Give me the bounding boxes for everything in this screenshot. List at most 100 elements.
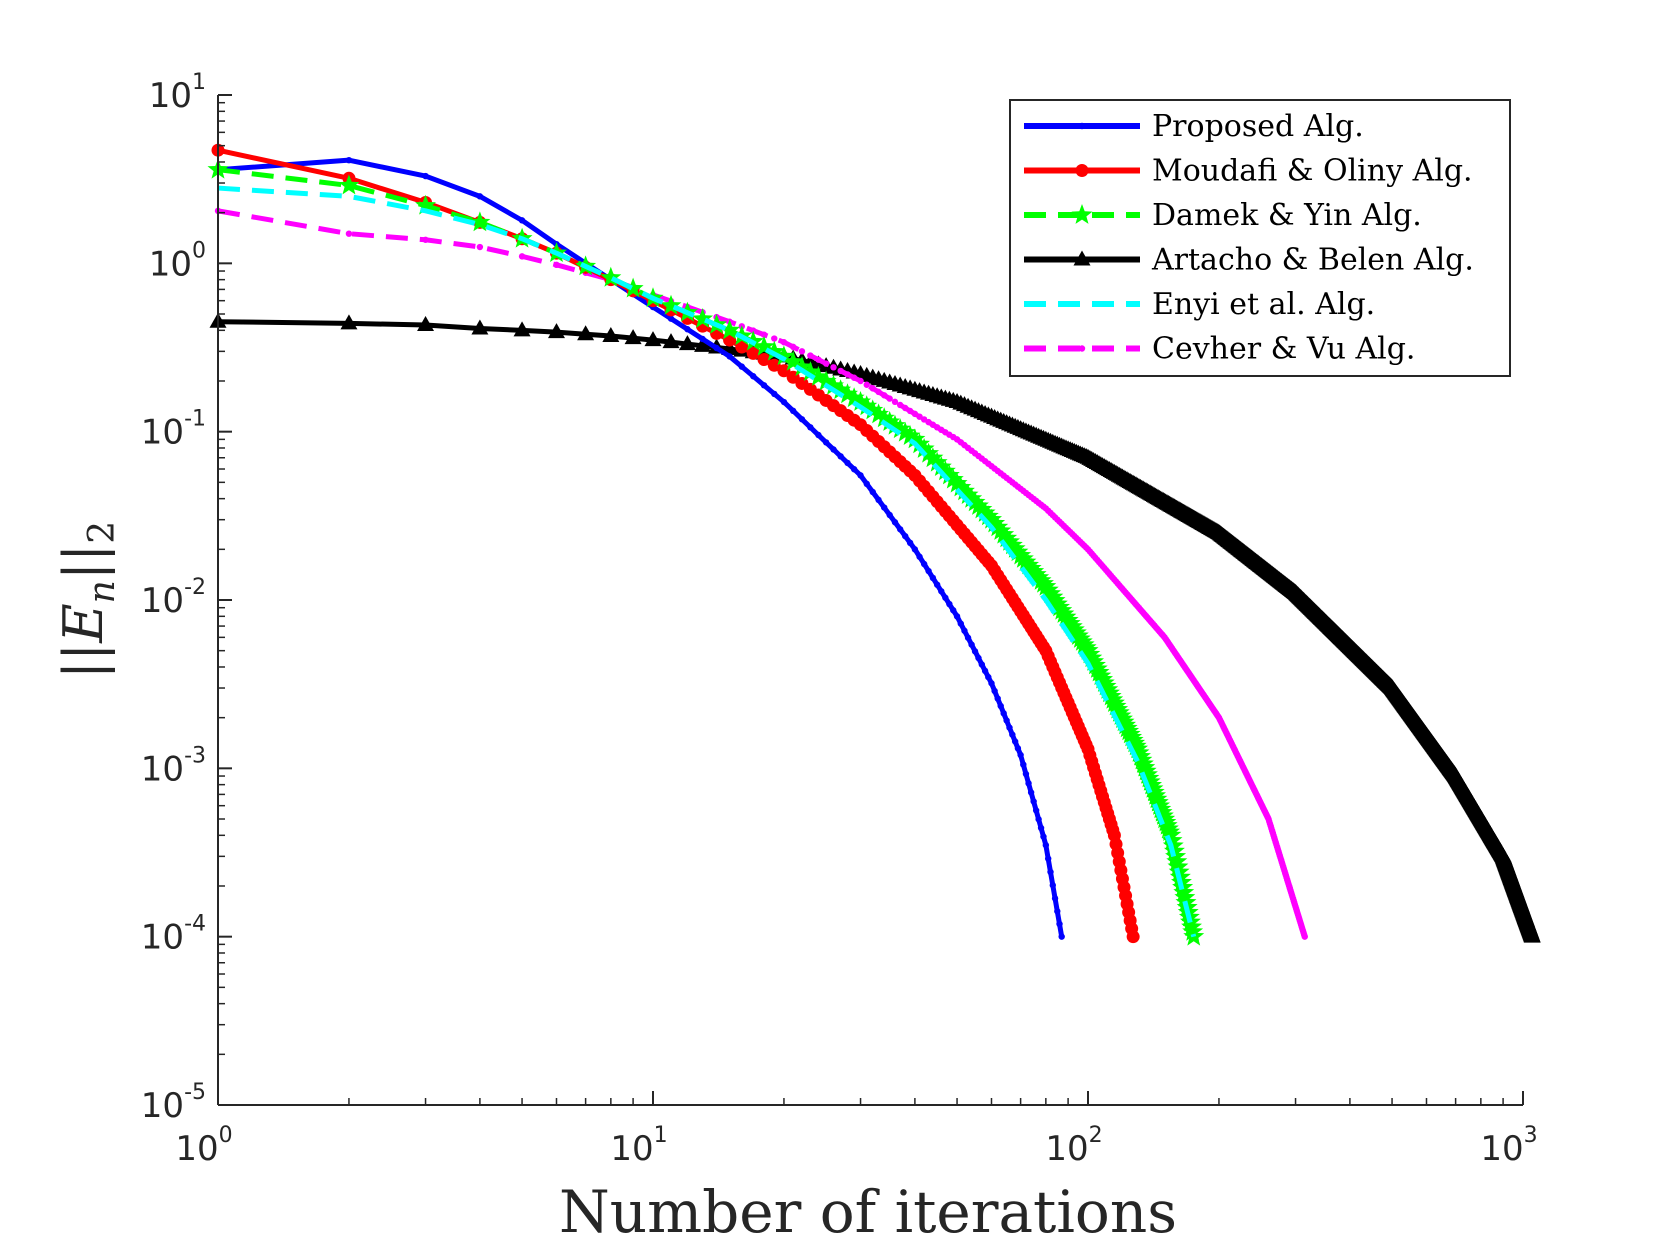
series-1 <box>211 143 1140 944</box>
data-point <box>918 442 939 463</box>
legend-entry: Artacho & Belen Alg. <box>1024 243 1474 278</box>
legend-marker <box>1078 122 1086 130</box>
legend-entry: Proposed Alg. <box>1024 109 1364 144</box>
data-point <box>968 641 975 648</box>
data-point <box>926 451 948 472</box>
data-point <box>1040 833 1047 840</box>
data-point <box>1049 882 1056 889</box>
data-point <box>906 539 914 547</box>
data-point <box>1025 780 1032 787</box>
data-point <box>984 512 1006 533</box>
data-point <box>1051 895 1059 902</box>
data-point <box>946 472 968 493</box>
legend-label: Damek & Yin Alg. <box>1152 198 1422 233</box>
data-point <box>957 484 979 504</box>
data-point <box>925 567 932 575</box>
data-point <box>987 516 1009 537</box>
data-point <box>938 588 945 595</box>
y-tick-label: 10-2 <box>141 575 206 621</box>
data-point <box>699 335 706 343</box>
data-point <box>1032 807 1040 814</box>
data-point <box>879 411 901 431</box>
x-tick-label: 101 <box>610 1123 667 1169</box>
data-point <box>830 446 837 453</box>
data-point <box>799 361 821 381</box>
y-label-norm-index: 2 <box>82 521 123 544</box>
data-point <box>938 464 960 485</box>
data-point <box>978 661 986 668</box>
data-point <box>738 363 745 370</box>
data-point <box>777 364 791 378</box>
y-axis-label: ||En||2 <box>52 521 123 679</box>
data-point <box>1022 770 1030 778</box>
series-line <box>217 185 1197 938</box>
data-point <box>993 523 1015 544</box>
data-point <box>763 340 785 361</box>
data-point <box>471 319 489 335</box>
legend-marker <box>1073 250 1091 266</box>
data-point <box>988 680 995 687</box>
data-point <box>694 336 712 352</box>
data-point <box>837 453 844 460</box>
data-point <box>942 468 964 489</box>
data-point <box>844 371 851 378</box>
data-point <box>964 634 972 641</box>
data-point <box>340 314 358 330</box>
data-point <box>886 395 893 402</box>
data-point <box>660 294 682 315</box>
data-point <box>880 392 888 399</box>
data-point <box>667 315 675 322</box>
data-point <box>773 345 795 366</box>
data-point <box>807 365 829 386</box>
data-point <box>1523 927 1541 943</box>
legend-label: Cevher & Vu Alg. <box>1152 332 1415 367</box>
data-point <box>911 410 919 418</box>
data-point <box>985 673 992 681</box>
data-point <box>1011 738 1019 745</box>
legend-marker <box>1075 164 1089 177</box>
data-point <box>678 335 696 351</box>
data-point <box>837 367 844 375</box>
data-point <box>977 505 999 526</box>
data-point <box>964 491 986 512</box>
data-point <box>1042 841 1050 849</box>
data-point <box>850 391 871 411</box>
data-point <box>971 648 979 655</box>
data-point <box>1015 551 1037 571</box>
series-4 <box>217 185 1197 938</box>
data-point <box>1017 751 1024 759</box>
data-point <box>1035 816 1042 823</box>
series-layer <box>207 143 1541 946</box>
y-label-symbol: E <box>52 603 115 643</box>
data-point <box>713 344 720 352</box>
data-point <box>886 511 893 519</box>
data-point <box>1126 930 1140 944</box>
data-point <box>934 460 956 481</box>
legend-entry: Damek & Yin Alg. <box>1024 198 1422 233</box>
data-point <box>996 527 1018 548</box>
legend-entry: Cevher & Vu Alg. <box>1024 332 1415 367</box>
data-point <box>830 379 852 400</box>
data-point <box>950 476 972 497</box>
data-point <box>553 261 560 269</box>
data-point <box>856 395 878 416</box>
data-point <box>760 331 768 338</box>
data-point <box>899 425 921 445</box>
data-point <box>338 174 360 195</box>
data-point <box>904 428 926 449</box>
data-point <box>953 613 961 620</box>
data-point <box>757 353 771 367</box>
data-point <box>771 390 778 398</box>
data-point <box>1012 547 1034 568</box>
data-point <box>822 439 830 446</box>
ticks-layer: 100 101 102 103 10-5 10-4 10-3 10-2 10-1 100 101 <box>141 70 1538 1169</box>
svg-text:||En||2: ||En||2 <box>52 521 123 679</box>
data-point <box>815 431 822 439</box>
data-point <box>961 487 983 508</box>
data-point <box>844 459 851 467</box>
data-point <box>929 574 937 582</box>
data-point <box>780 339 788 346</box>
data-point <box>850 466 858 473</box>
series-0 <box>214 156 1065 940</box>
